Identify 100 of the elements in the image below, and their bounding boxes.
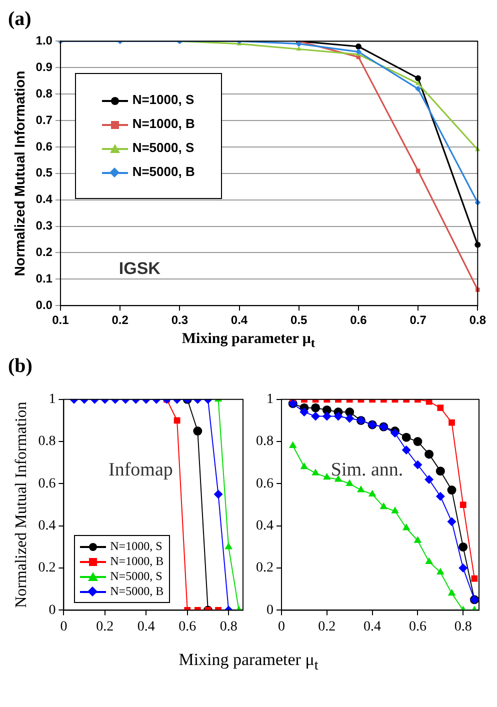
point: [345, 414, 354, 423]
x-tick-label: 0.6: [350, 313, 368, 328]
x-tick-label: 0.4: [364, 619, 382, 634]
y-tick-label: 0.3: [36, 218, 53, 233]
x-tick-label: 0: [60, 619, 68, 634]
x-axis-title: Mixing parameter μ$_{t}$: [178, 650, 320, 674]
x-tick-label: 0: [278, 619, 285, 634]
point: [436, 492, 445, 501]
y-tick-label: 0.2: [38, 560, 56, 576]
y-axis-title: Normalized Mutual Information: [12, 402, 30, 608]
annotation: Infomap: [108, 459, 173, 480]
y-tick-label: 0.2: [36, 245, 53, 260]
legend-label: N=5000, S: [131, 139, 195, 157]
point: [416, 168, 420, 173]
point: [224, 542, 232, 550]
point: [448, 588, 456, 596]
annotation: Sim. ann.: [330, 459, 404, 480]
x-tick-label: 0.5: [290, 313, 308, 328]
chart-title: (b): [8, 355, 34, 378]
point: [311, 412, 320, 421]
point: [300, 462, 308, 470]
y-tick-label: 0.8: [256, 434, 274, 450]
point: [414, 536, 422, 543]
y-tick-label: 0.0: [36, 298, 53, 312]
y-tick-label: 0.5: [36, 166, 53, 180]
y-tick-label: 0.6: [38, 476, 56, 492]
y-tick-label: 1: [48, 392, 56, 408]
point: [447, 486, 456, 495]
y-tick-label: 0.1: [36, 271, 53, 286]
point: [368, 490, 376, 497]
point: [355, 43, 362, 50]
y-tick-label: 1.0: [36, 34, 53, 48]
y-tick-label: 0: [266, 602, 274, 618]
y-tick-label: 0.6: [256, 476, 274, 492]
point: [355, 48, 362, 55]
y-axis-title: Normalized Mutual Information: [11, 70, 28, 276]
chart-title: (a): [8, 8, 32, 31]
point: [424, 450, 434, 459]
x-tick-label: 0.2: [318, 619, 336, 634]
point: [436, 466, 445, 476]
legend-label: N=5000, S: [109, 569, 164, 584]
point: [300, 408, 309, 417]
point: [437, 404, 444, 412]
x-axis-title: Mixing parameter μ$_{t}$: [180, 331, 316, 351]
y-tick-label: 0.8: [38, 434, 56, 450]
x-tick-label: 0.8: [220, 619, 238, 634]
x-tick-label: 0.3: [171, 313, 188, 328]
point: [288, 441, 297, 448]
y-tick-label: 0.4: [256, 518, 274, 534]
x-tick-label: 0.7: [410, 313, 427, 328]
point: [346, 479, 354, 486]
x-tick-label: 0.4: [137, 619, 155, 634]
point: [413, 437, 422, 446]
y-tick-label: 0.2: [256, 560, 274, 576]
point: [391, 506, 399, 514]
legend-label: N=1000, B: [131, 115, 195, 133]
point: [402, 523, 410, 530]
x-tick-label: 0.2: [112, 313, 129, 328]
y-tick-label: 0.8: [36, 86, 53, 100]
point: [436, 568, 444, 575]
point: [460, 502, 466, 508]
y-tick-label: 0.9: [36, 60, 53, 74]
point: [458, 564, 468, 573]
point: [424, 475, 434, 484]
y-tick-label: 0.7: [36, 112, 53, 127]
point: [334, 412, 343, 421]
x-tick-label: 0.8: [469, 313, 486, 328]
point: [471, 575, 478, 582]
point: [415, 86, 422, 92]
point: [214, 490, 223, 499]
point: [458, 542, 468, 552]
annotation: IGSK: [118, 258, 162, 278]
point: [402, 432, 411, 442]
x-tick-label: 0.6: [408, 619, 426, 634]
point: [415, 80, 421, 86]
point: [380, 502, 388, 510]
point: [357, 486, 365, 492]
legend-label: N=5000, B: [131, 163, 195, 181]
point: [193, 426, 202, 436]
point: [447, 517, 456, 526]
point: [311, 403, 320, 412]
point: [415, 75, 422, 82]
point: [425, 557, 433, 564]
y-tick-label: 1: [266, 392, 274, 408]
legend-label: N=1000, S: [109, 539, 164, 554]
x-tick-label: 0.2: [96, 619, 114, 634]
point: [312, 468, 320, 476]
x-tick-label: 0.8: [454, 619, 472, 634]
point: [402, 445, 411, 454]
point: [413, 460, 422, 470]
x-tick-label: 0.6: [178, 619, 196, 634]
y-tick-label: 0.6: [36, 139, 53, 154]
point: [323, 472, 331, 480]
y-tick-label: 0.4: [38, 518, 56, 534]
y-tick-label: 0: [48, 602, 56, 618]
point: [296, 46, 302, 51]
legend-label: N=1000, B: [109, 554, 164, 569]
legend-label: N=5000, B: [109, 584, 164, 599]
point: [448, 419, 455, 426]
point: [322, 412, 332, 421]
